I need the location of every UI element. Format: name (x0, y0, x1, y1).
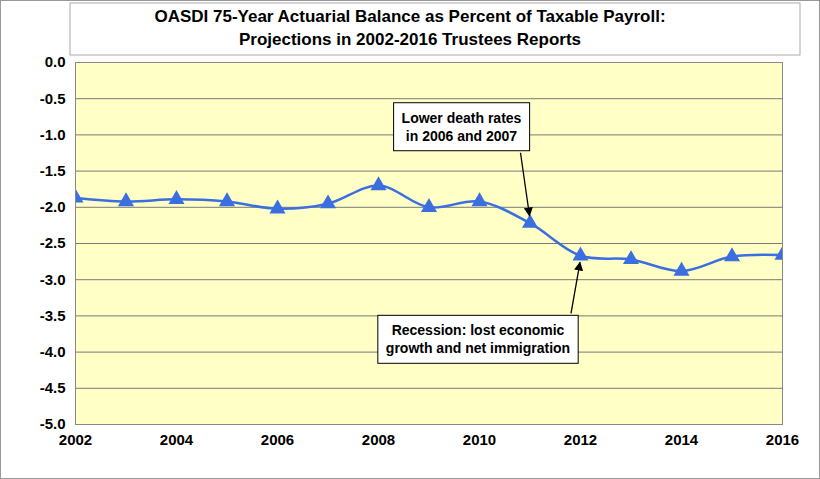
svg-text:2008: 2008 (362, 431, 395, 448)
svg-text:-4.0: -4.0 (40, 343, 66, 360)
svg-text:OASDI 75-Year Actuarial Balanc: OASDI 75-Year Actuarial Balance as Perce… (154, 7, 665, 49)
svg-text:-4.5: -4.5 (40, 379, 66, 396)
svg-text:2006: 2006 (261, 431, 294, 448)
svg-text:-3.0: -3.0 (40, 271, 66, 288)
svg-text:2004: 2004 (160, 431, 194, 448)
svg-text:-0.5: -0.5 (40, 90, 66, 107)
svg-text:0.0: 0.0 (45, 53, 66, 70)
svg-text:-5.0: -5.0 (40, 415, 66, 432)
svg-text:Recession: lost economicgrowth: Recession: lost economicgrowth and net i… (386, 322, 570, 356)
svg-text:2010: 2010 (463, 431, 496, 448)
svg-text:-1.5: -1.5 (40, 162, 66, 179)
svg-text:2014: 2014 (665, 431, 699, 448)
svg-text:-2.5: -2.5 (40, 234, 66, 251)
svg-text:2012: 2012 (564, 431, 597, 448)
svg-text:2016: 2016 (766, 431, 799, 448)
svg-text:2002: 2002 (59, 431, 92, 448)
svg-text:-3.5: -3.5 (40, 307, 66, 324)
svg-text:-1.0: -1.0 (40, 126, 66, 143)
svg-text:Lower death ratesin 2006 and 2: Lower death ratesin 2006 and 2007 (402, 110, 522, 144)
svg-text:-2.0: -2.0 (40, 198, 66, 215)
